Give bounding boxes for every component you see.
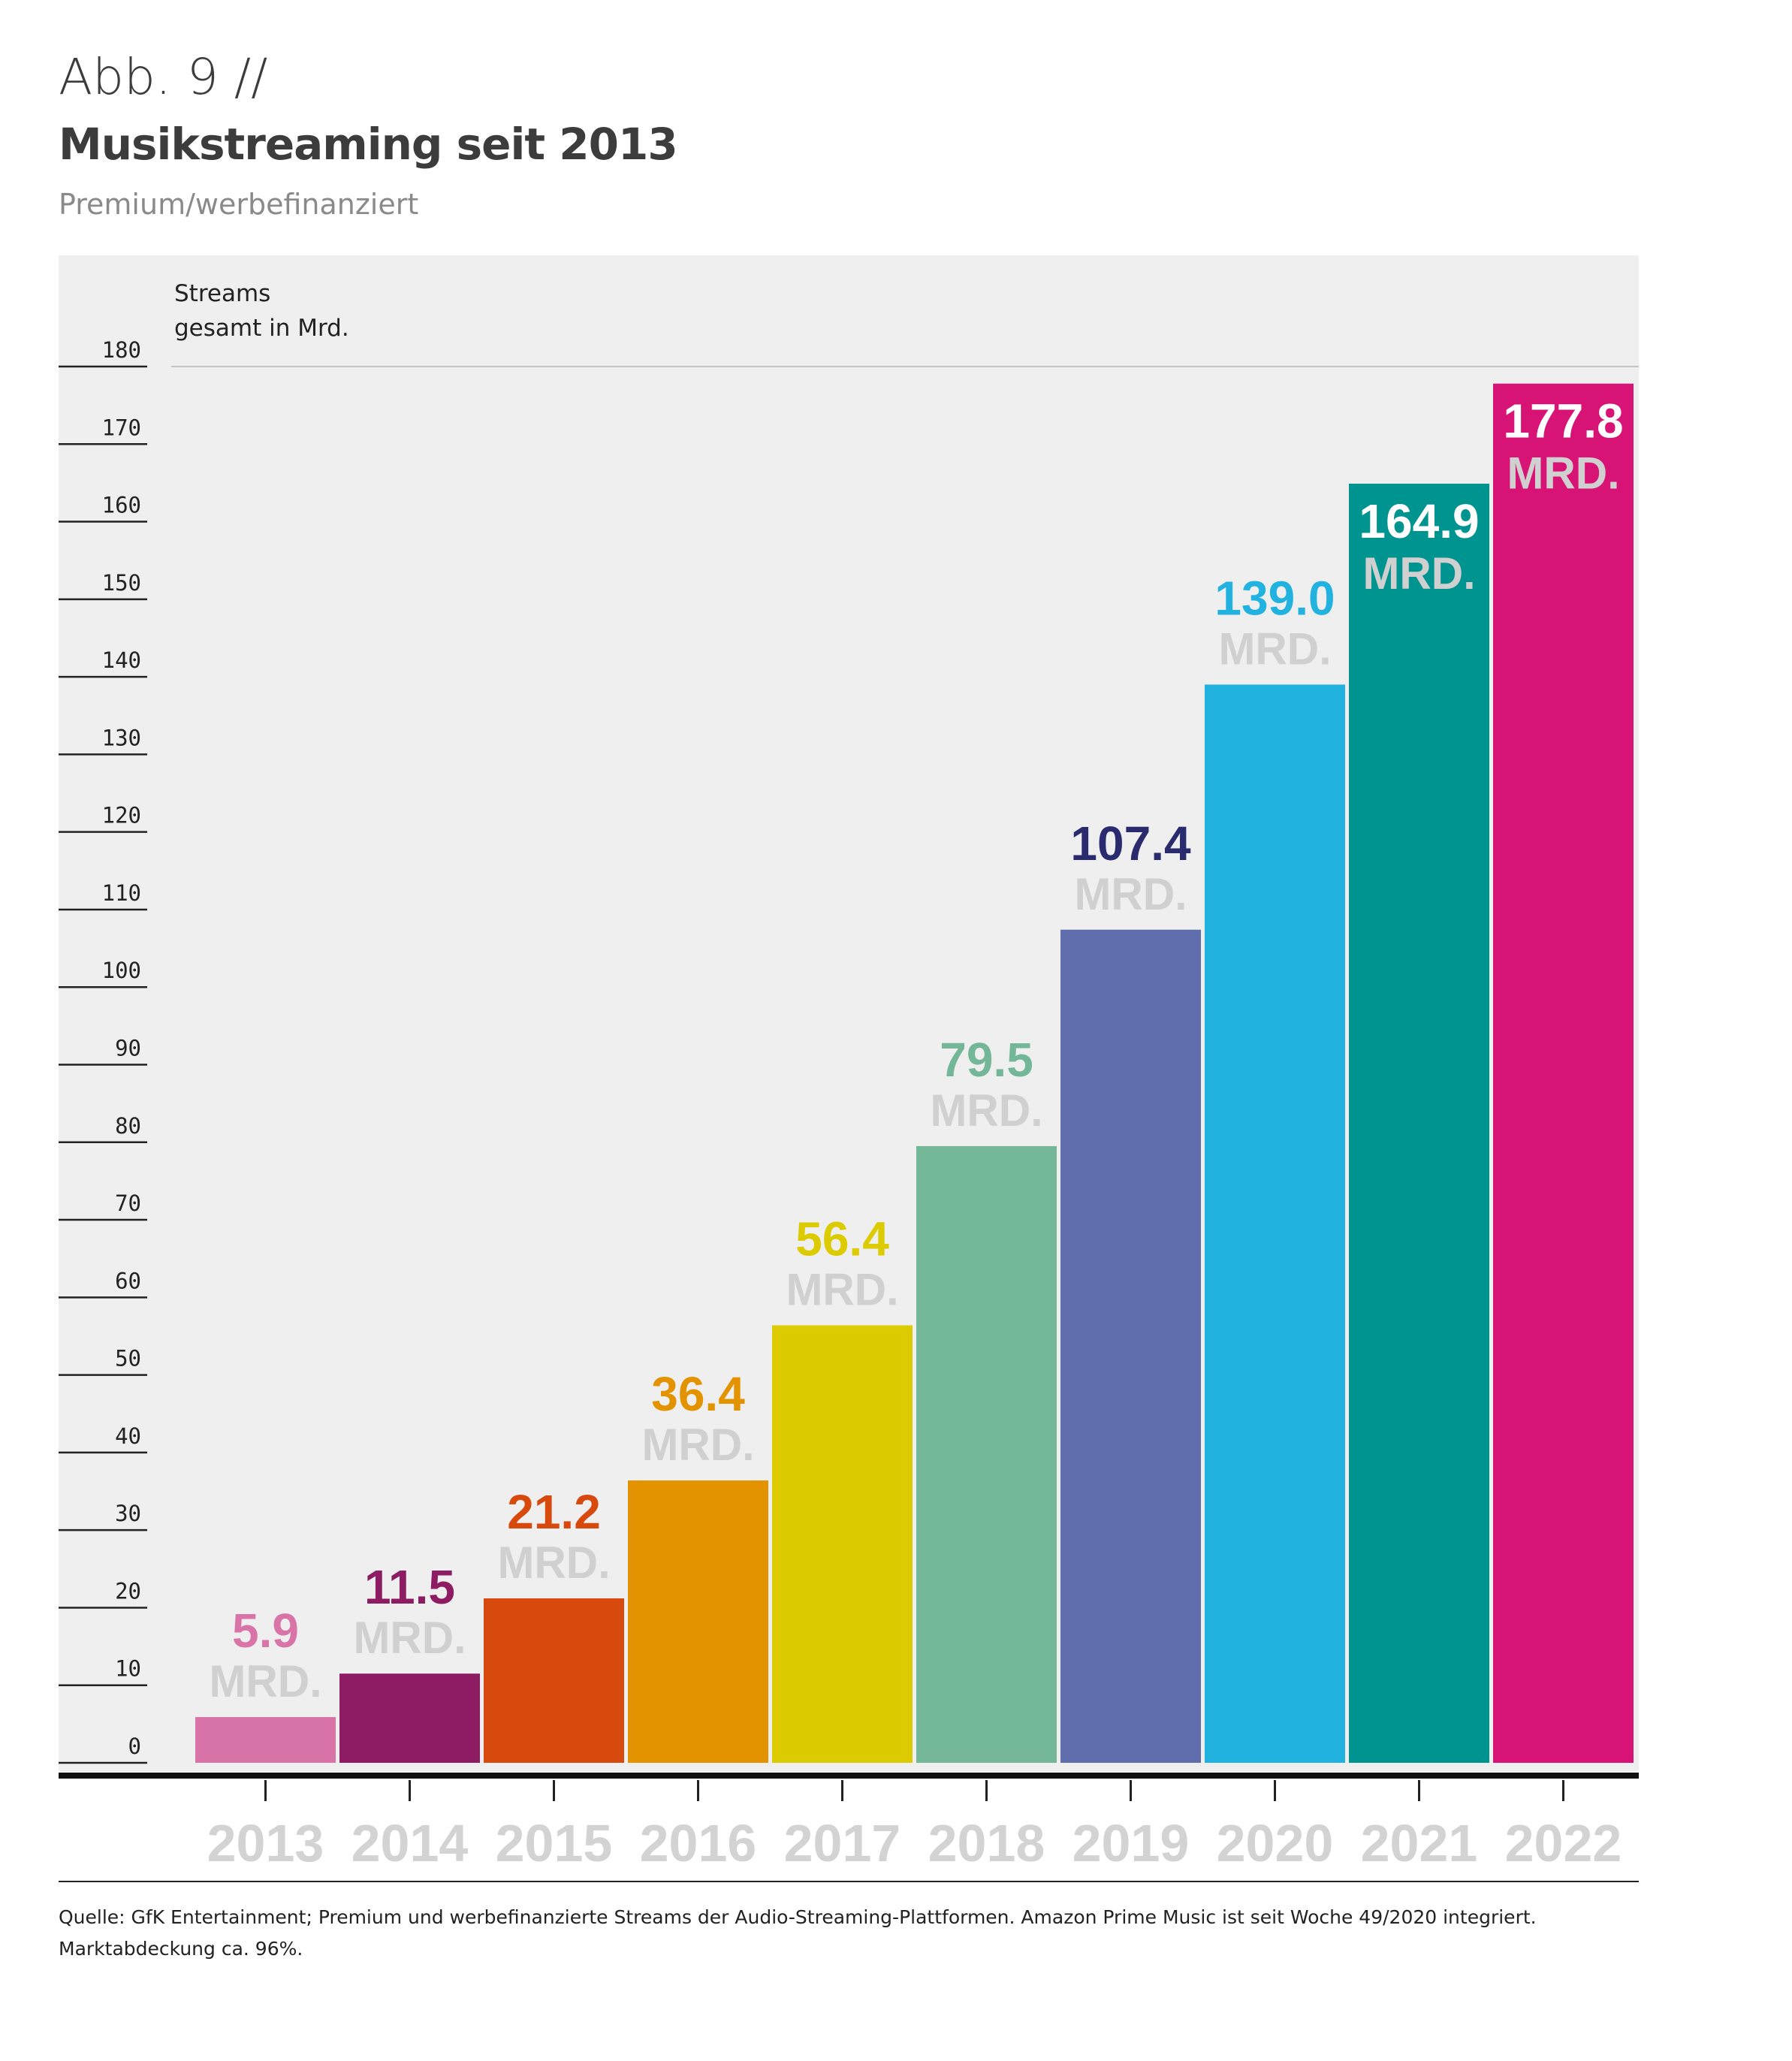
bar-2020 [1205, 684, 1345, 1763]
x-tick-label: 2020 [1217, 1814, 1334, 1872]
data-label-value: 21.2 [507, 1485, 601, 1539]
bar-2016 [628, 1480, 768, 1763]
data-label-value: 139.0 [1214, 571, 1335, 625]
x-axis-baseline [59, 1773, 1639, 1779]
x-tick-label: 2022 [1505, 1814, 1622, 1872]
y-tick-label: 150 [102, 570, 141, 596]
data-label-unit: MRD. [1507, 448, 1620, 499]
y-tick-label: 130 [102, 725, 141, 750]
y-tick-label: 10 [115, 1656, 141, 1682]
data-label-value: 36.4 [651, 1367, 745, 1421]
data-label-unit: MRD. [931, 1085, 1043, 1136]
y-axis-label: Streams gesamt in Mrd. [174, 280, 349, 342]
chart-subtitle: Premium/werbefinanziert [59, 188, 419, 221]
data-label-unit: MRD. [354, 1613, 466, 1663]
y-tick-label: 160 [102, 493, 141, 518]
y-tick-label: 20 [115, 1578, 141, 1604]
y-tick-label: 0 [128, 1734, 141, 1759]
x-tick-label: 2017 [784, 1814, 901, 1872]
source-line-1: Quelle: GfK Entertainment; Premium und w… [59, 1906, 1537, 1928]
y-tick-label: 170 [102, 415, 141, 440]
y-tick-label: 140 [102, 647, 141, 673]
data-label-unit: MRD. [1219, 623, 1332, 674]
data-label-value: 11.5 [364, 1560, 455, 1614]
bar-2014 [339, 1673, 480, 1763]
data-label-unit: MRD. [1363, 548, 1476, 599]
y-tick-label: 110 [102, 880, 141, 906]
x-tick-label: 2015 [496, 1814, 613, 1872]
bar-2015 [484, 1598, 624, 1763]
y-tick-label: 40 [115, 1423, 141, 1449]
y-tick-label: 100 [102, 958, 141, 983]
data-label-unit: MRD. [498, 1537, 611, 1588]
y-tick-label: 80 [115, 1113, 141, 1139]
data-label-unit: MRD. [642, 1420, 755, 1470]
y-tick-label: 120 [102, 803, 141, 828]
y-tick-label: 90 [115, 1036, 141, 1061]
data-label-value: 79.5 [940, 1033, 1033, 1087]
y-tick-label: 30 [115, 1501, 141, 1526]
x-tick-label: 2014 [351, 1814, 469, 1872]
bar-2019 [1060, 929, 1201, 1763]
bar-2013 [195, 1717, 336, 1763]
y-tick-label: 50 [115, 1346, 141, 1371]
data-label-value: 5.9 [232, 1604, 299, 1658]
data-label-value: 56.4 [795, 1212, 889, 1266]
x-tick-label: 2021 [1361, 1814, 1478, 1872]
data-label-value: 164.9 [1359, 494, 1479, 548]
bar-2021 [1349, 483, 1489, 1763]
data-label-unit: MRD. [210, 1656, 322, 1706]
x-tick-label: 2019 [1072, 1814, 1190, 1872]
figure-label: Abb. 9 // [59, 48, 268, 106]
chart-title: Musikstreaming seit 2013 [59, 119, 678, 170]
x-tick-label: 2018 [928, 1814, 1045, 1872]
data-label-value: 177.8 [1503, 394, 1623, 448]
bar-2022 [1493, 383, 1634, 1764]
x-tick-label: 2013 [207, 1814, 324, 1872]
source-line-2: Marktabdeckung ca. 96%. [59, 1938, 303, 1960]
bar-2017 [772, 1325, 913, 1763]
data-label-unit: MRD. [1075, 869, 1187, 919]
y-tick-label: 60 [115, 1268, 141, 1293]
x-tick-label: 2016 [640, 1814, 757, 1872]
bar-2018 [916, 1145, 1057, 1763]
source-note: Quelle: GfK Entertainment; Premium und w… [59, 1902, 1537, 1965]
data-label-unit: MRD. [786, 1265, 899, 1315]
y-tick-label: 70 [115, 1190, 141, 1216]
data-label-value: 107.4 [1070, 816, 1191, 871]
y-tick-label: 180 [102, 337, 141, 363]
